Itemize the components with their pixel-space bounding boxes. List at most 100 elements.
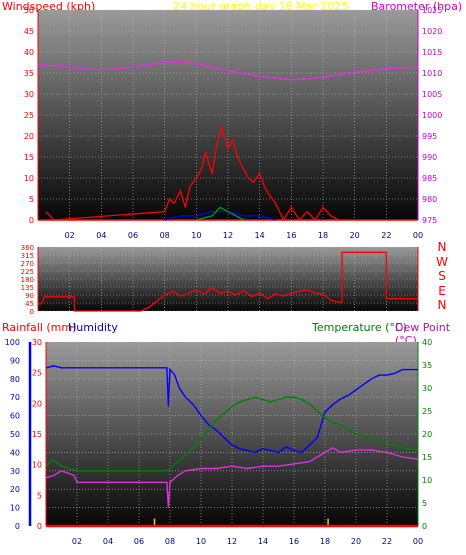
temp-tick-label: 35 xyxy=(422,361,432,370)
compass-n-bottom: N xyxy=(437,298,447,312)
temp-tick-label: 20 xyxy=(422,430,432,439)
y-tick-label: 90 xyxy=(25,292,34,300)
y-tick-label: 0 xyxy=(30,308,34,316)
direction-line-0 xyxy=(38,251,418,312)
x-tick-label: 12 xyxy=(223,231,233,240)
y2-tick-label: 1010 xyxy=(422,69,442,78)
series-line-3 xyxy=(196,206,245,221)
y2-tick-label: 1025 xyxy=(422,6,442,15)
y2-tick-label: 1020 xyxy=(422,27,442,36)
x-tick-label: 16 xyxy=(289,537,299,546)
humidity-tick-label: 20 xyxy=(10,485,20,494)
rain-tick-label: 25 xyxy=(32,369,42,378)
x-tick-label: 00 xyxy=(413,231,423,240)
x-tick-label: 02 xyxy=(72,537,82,546)
x-tick-label: 16 xyxy=(286,231,296,240)
series-line-2 xyxy=(164,210,276,221)
temp-tick-label: 40 xyxy=(422,338,432,347)
series-line-2 xyxy=(45,446,419,508)
y-tick-label: 35 xyxy=(24,69,34,78)
rain-tick-label: 0 xyxy=(37,522,42,531)
series-line-0 xyxy=(37,61,419,81)
humidity-tick-label: 0 xyxy=(15,522,20,531)
y-tick-label: 50 xyxy=(24,6,34,15)
y2-tick-label: 990 xyxy=(422,153,437,162)
series-line-1 xyxy=(45,396,419,472)
temp-tick-label: 10 xyxy=(422,476,432,485)
barometer-axis-title: Barometer (hpa) xyxy=(371,0,463,13)
rainfall-axis-title: Rainfall (mm) xyxy=(2,321,77,334)
compass-s: S xyxy=(438,269,446,283)
y-tick-label: 30 xyxy=(24,90,34,99)
humidity-tick-label: 80 xyxy=(10,375,20,384)
x-tick-label: 22 xyxy=(382,537,392,546)
x-tick-label: 10 xyxy=(196,537,206,546)
y-tick-label: 0 xyxy=(29,216,34,225)
x-tick-label: 20 xyxy=(350,231,360,240)
y-tick-label: 20 xyxy=(24,132,34,141)
x-tick-label: 22 xyxy=(381,231,391,240)
x-tick-label: 06 xyxy=(134,537,144,546)
rain-tick-label: 5 xyxy=(37,491,42,500)
x-tick-label: 08 xyxy=(160,231,170,240)
humidity-tick-label: 40 xyxy=(10,448,20,457)
humidity-temperature-chart: 02 04 06 08 10 12 14 16 18 20 22 000102030405060708… xyxy=(5,338,432,546)
rain-tick-label: 15 xyxy=(32,430,42,439)
humidity-tick-label: 90 xyxy=(10,356,20,365)
x-tick-label: 04 xyxy=(96,231,106,240)
humidity-tick-label: 100 xyxy=(5,338,20,347)
x-tick-label: 12 xyxy=(227,537,237,546)
x-tick-label: 02 xyxy=(65,231,75,240)
y-tick-label: 270 xyxy=(21,260,34,268)
compass-e: E xyxy=(438,283,446,298)
x-tick-label: 08 xyxy=(165,537,175,546)
y-tick-label: 15 xyxy=(24,153,34,162)
x-tick-label: 14 xyxy=(258,537,268,546)
y-tick-label: 45 xyxy=(25,300,34,308)
temperature-axis-title: Temperature (°C) xyxy=(312,321,407,334)
x-tick-label: 06 xyxy=(128,231,138,240)
rain-tick-label: 30 xyxy=(32,338,42,347)
temp-tick-label: 15 xyxy=(422,453,432,462)
wind-barometer-chart: 02 04 06 08 10 12 14 16 18 20 22 000510152025303540… xyxy=(24,6,443,240)
temp-tick-label: 5 xyxy=(422,499,427,508)
humidity-axis-title: Humidity xyxy=(68,321,118,334)
x-tick-label: 04 xyxy=(103,537,113,546)
temp-tick-label: 0 xyxy=(422,522,427,531)
humidity-tick-label: 30 xyxy=(10,467,20,476)
y-tick-label: 40 xyxy=(24,48,34,57)
y2-tick-label: 1015 xyxy=(422,48,442,57)
y2-tick-label: 995 xyxy=(422,132,437,141)
humidity-tick-label: 50 xyxy=(10,430,20,439)
series-line-1 xyxy=(45,125,340,222)
humidity-tick-label: 60 xyxy=(10,412,20,421)
x-tick-label: 10 xyxy=(191,231,201,240)
rain-tick-label: 10 xyxy=(32,461,42,470)
compass-labels: N W S E N xyxy=(435,240,449,313)
y2-tick-label: 985 xyxy=(422,174,437,183)
y-tick-label: 225 xyxy=(21,268,34,276)
y2-tick-label: 1000 xyxy=(422,111,442,120)
y-tick-label: 5 xyxy=(29,195,34,204)
compass-w: W xyxy=(436,254,448,269)
graph-date-title: 24 hour graph day 18 Mar 2025 xyxy=(173,0,349,13)
x-tick-label: 14 xyxy=(255,231,265,240)
x-tick-label: 18 xyxy=(320,537,330,546)
temp-tick-label: 25 xyxy=(422,407,432,416)
x-tick-label: 18 xyxy=(318,231,328,240)
series-line-0 xyxy=(45,365,418,454)
y-tick-label: 45 xyxy=(24,27,34,36)
x-tick-label: 00 xyxy=(413,537,423,546)
y-tick-label: 25 xyxy=(24,111,34,120)
humidity-tick-label: 10 xyxy=(10,504,20,513)
y2-tick-label: 975 xyxy=(422,216,437,225)
x-tick-label: 20 xyxy=(351,537,361,546)
rain-tick-label: 20 xyxy=(32,399,42,408)
y2-tick-label: 1005 xyxy=(422,90,442,99)
y-tick-label: 360 xyxy=(21,244,34,252)
y-tick-label: 180 xyxy=(21,276,34,284)
compass-n-top: N xyxy=(437,240,447,254)
temp-tick-label: 30 xyxy=(422,384,432,393)
